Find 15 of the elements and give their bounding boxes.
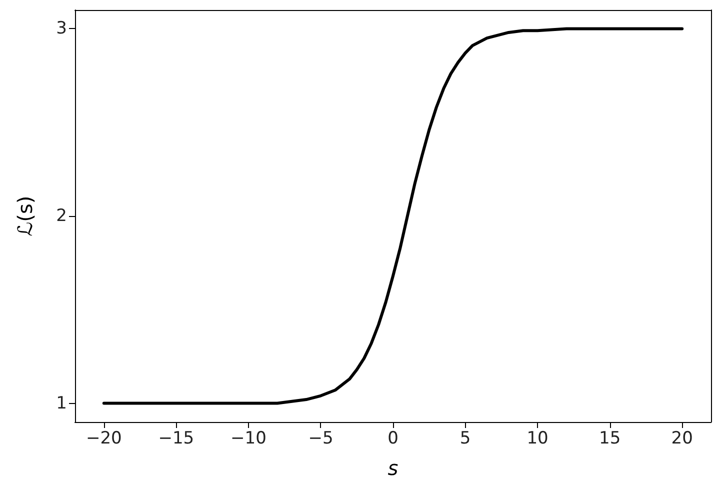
y-axis-title: ℒ(s): [13, 196, 37, 236]
line-series: [102, 27, 684, 405]
x-tick-label: −15: [158, 428, 194, 448]
x-tick-label: 0: [388, 428, 398, 448]
y-tick-label: 3: [56, 18, 67, 39]
y-tick-label: 1: [56, 393, 67, 414]
x-tick-label: 5: [460, 428, 471, 448]
x-tick-label: −5: [308, 428, 334, 448]
y-tick-label: 2: [56, 206, 67, 226]
x-tick-label: −20: [86, 428, 122, 448]
x-tick-label: −10: [230, 428, 266, 448]
x-tick-label: 10: [526, 428, 548, 448]
x-tick-label: 15: [599, 428, 621, 448]
x-tick-label: 20: [671, 428, 693, 448]
x-axis-title: s: [388, 456, 398, 480]
